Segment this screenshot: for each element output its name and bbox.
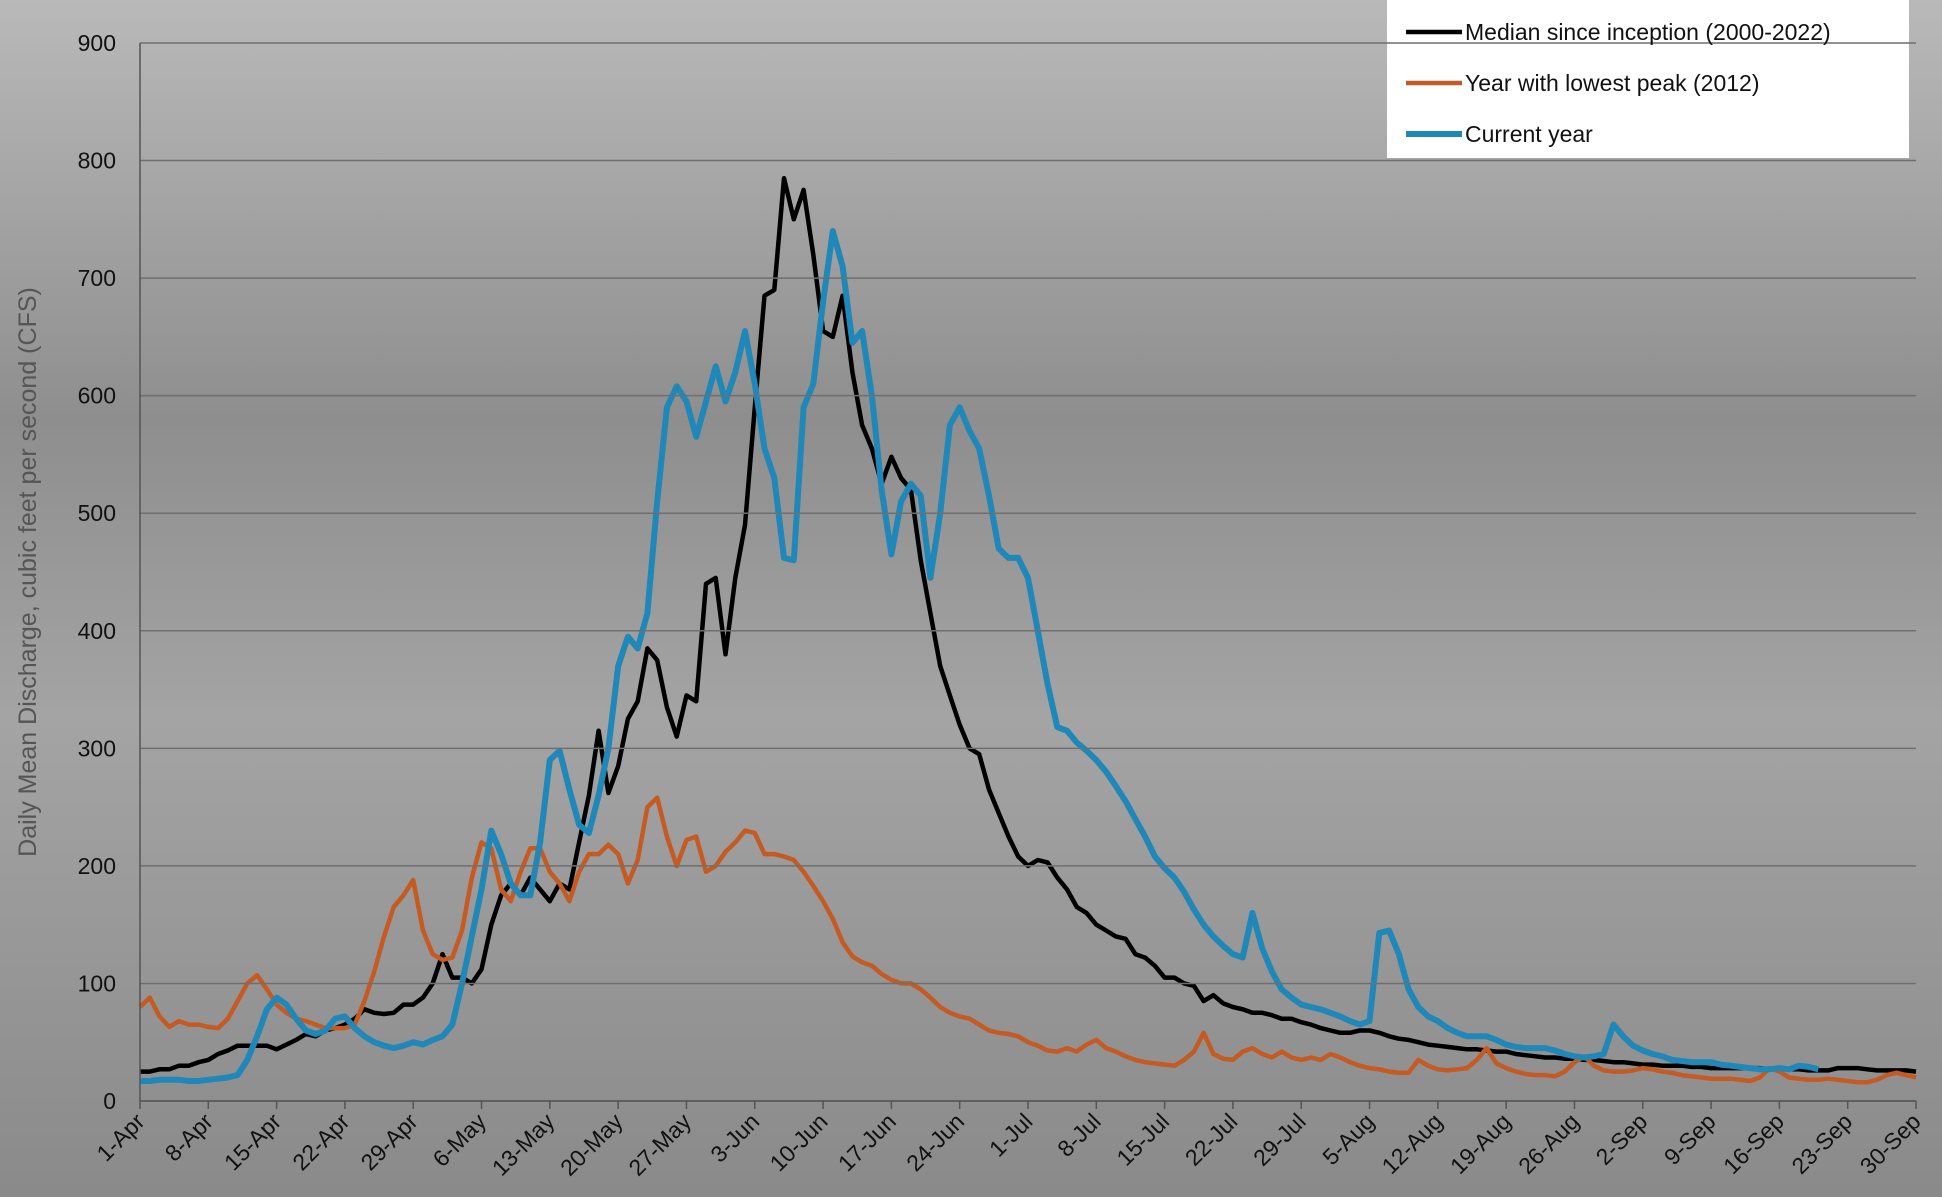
y-tick-label: 100 [78,970,116,996]
y-tick-label: 500 [78,500,116,526]
chart: Daily Mean Discharge, cubic feet per sec… [0,0,1942,1197]
legend-label: Median since inception (2000-2022) [1465,19,1831,45]
y-tick-label: 900 [78,30,116,56]
y-tick-label: 300 [78,735,116,761]
y-tick-label: 600 [78,383,116,409]
y-tick-label: 400 [78,618,116,644]
y-tick-label: 800 [78,148,116,174]
y-tick-label: 700 [78,265,116,291]
page: Daily Mean Discharge, cubic feet per sec… [0,0,1942,1197]
y-tick-label: 200 [78,853,116,879]
legend-label: Year with lowest peak (2012) [1465,70,1760,96]
y-tick-label: 0 [103,1088,116,1114]
legend-label: Current year [1465,121,1593,147]
y-axis-title: Daily Mean Discharge, cubic feet per sec… [14,287,42,857]
